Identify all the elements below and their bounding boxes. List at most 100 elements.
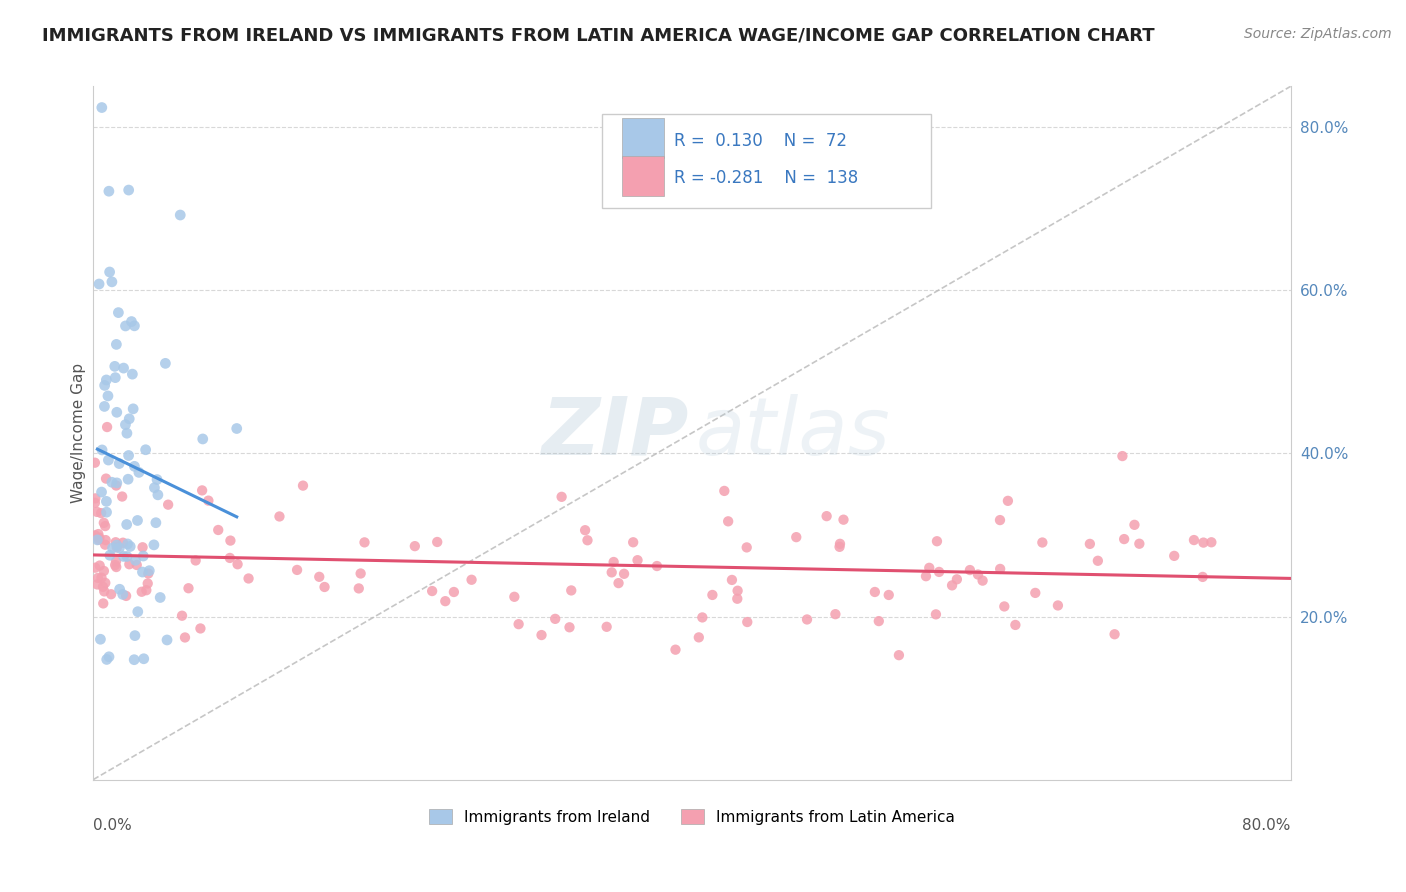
Point xyxy=(90,485,112,500)
Point xyxy=(925,607,948,622)
Point xyxy=(115,589,138,603)
Point xyxy=(93,564,115,578)
Point xyxy=(108,457,131,471)
Point xyxy=(83,496,105,510)
Point xyxy=(96,505,118,519)
Point xyxy=(156,632,179,647)
Point xyxy=(105,405,128,419)
Point xyxy=(146,473,169,487)
Point xyxy=(127,605,149,619)
Point xyxy=(107,305,129,319)
Point xyxy=(169,208,191,222)
Point xyxy=(146,488,169,502)
Point xyxy=(121,314,143,328)
Point xyxy=(1201,535,1223,549)
Point xyxy=(111,490,134,504)
Point xyxy=(928,565,950,579)
Point xyxy=(184,553,207,567)
Point xyxy=(124,553,146,567)
Point xyxy=(988,513,1011,527)
Point xyxy=(285,563,308,577)
Point xyxy=(122,653,145,667)
Point xyxy=(104,558,127,572)
Point xyxy=(86,533,108,547)
Point xyxy=(94,533,117,547)
Point xyxy=(347,582,370,596)
Point xyxy=(434,594,457,608)
Point xyxy=(735,615,758,629)
Point xyxy=(112,361,135,376)
Point xyxy=(1192,535,1215,549)
Point xyxy=(292,478,315,492)
Point xyxy=(1123,517,1146,532)
Point xyxy=(96,652,118,666)
Point xyxy=(595,620,617,634)
Point xyxy=(219,533,242,548)
Point xyxy=(87,527,110,541)
FancyBboxPatch shape xyxy=(623,156,665,196)
Point xyxy=(190,622,212,636)
Y-axis label: Wage/Income Gap: Wage/Income Gap xyxy=(72,363,86,503)
Point xyxy=(645,559,668,574)
Point xyxy=(101,475,124,490)
Point xyxy=(832,513,855,527)
Point xyxy=(84,560,107,574)
Point xyxy=(132,549,155,563)
Point xyxy=(100,587,122,601)
Point xyxy=(94,538,117,552)
Point xyxy=(815,509,838,524)
Point xyxy=(1182,533,1205,547)
Point xyxy=(86,505,108,519)
Point xyxy=(602,555,624,569)
Text: Source: ZipAtlas.com: Source: ZipAtlas.com xyxy=(1244,27,1392,41)
Point xyxy=(89,632,111,647)
Point xyxy=(993,599,1015,614)
Point xyxy=(115,549,138,564)
Point xyxy=(132,652,155,666)
Point xyxy=(135,583,157,598)
Point xyxy=(946,572,969,586)
Point xyxy=(117,472,139,486)
Point xyxy=(101,541,124,555)
Point xyxy=(503,590,526,604)
Text: ZIP: ZIP xyxy=(541,394,689,472)
Point xyxy=(613,566,636,581)
Point xyxy=(97,453,120,467)
Point xyxy=(135,442,157,457)
Point xyxy=(796,612,818,626)
Point xyxy=(443,585,465,599)
Point xyxy=(118,412,141,426)
Point xyxy=(105,554,128,568)
Point xyxy=(828,540,851,554)
Point xyxy=(94,519,117,533)
Point xyxy=(118,558,141,572)
Point xyxy=(91,580,114,594)
Point xyxy=(124,318,146,333)
Point xyxy=(868,614,890,628)
Point xyxy=(550,490,572,504)
Point xyxy=(89,558,111,573)
Point xyxy=(600,566,623,580)
Point xyxy=(727,583,749,598)
Point xyxy=(1111,449,1133,463)
Point xyxy=(460,573,482,587)
Point xyxy=(98,548,121,562)
Legend: Immigrants from Ireland, Immigrants from Latin America: Immigrants from Ireland, Immigrants from… xyxy=(423,803,960,831)
Point xyxy=(91,442,114,457)
Point xyxy=(824,607,846,622)
Point xyxy=(104,359,127,374)
Point xyxy=(114,417,136,432)
Point xyxy=(131,584,153,599)
Point xyxy=(111,587,134,601)
Point xyxy=(1046,599,1069,613)
Point xyxy=(925,534,948,549)
Point xyxy=(915,569,938,583)
Point xyxy=(136,566,159,581)
Point xyxy=(1087,554,1109,568)
Point xyxy=(118,183,141,197)
Point xyxy=(170,608,193,623)
Point xyxy=(127,513,149,527)
Point xyxy=(828,537,851,551)
Point xyxy=(191,483,214,498)
Point xyxy=(157,498,180,512)
